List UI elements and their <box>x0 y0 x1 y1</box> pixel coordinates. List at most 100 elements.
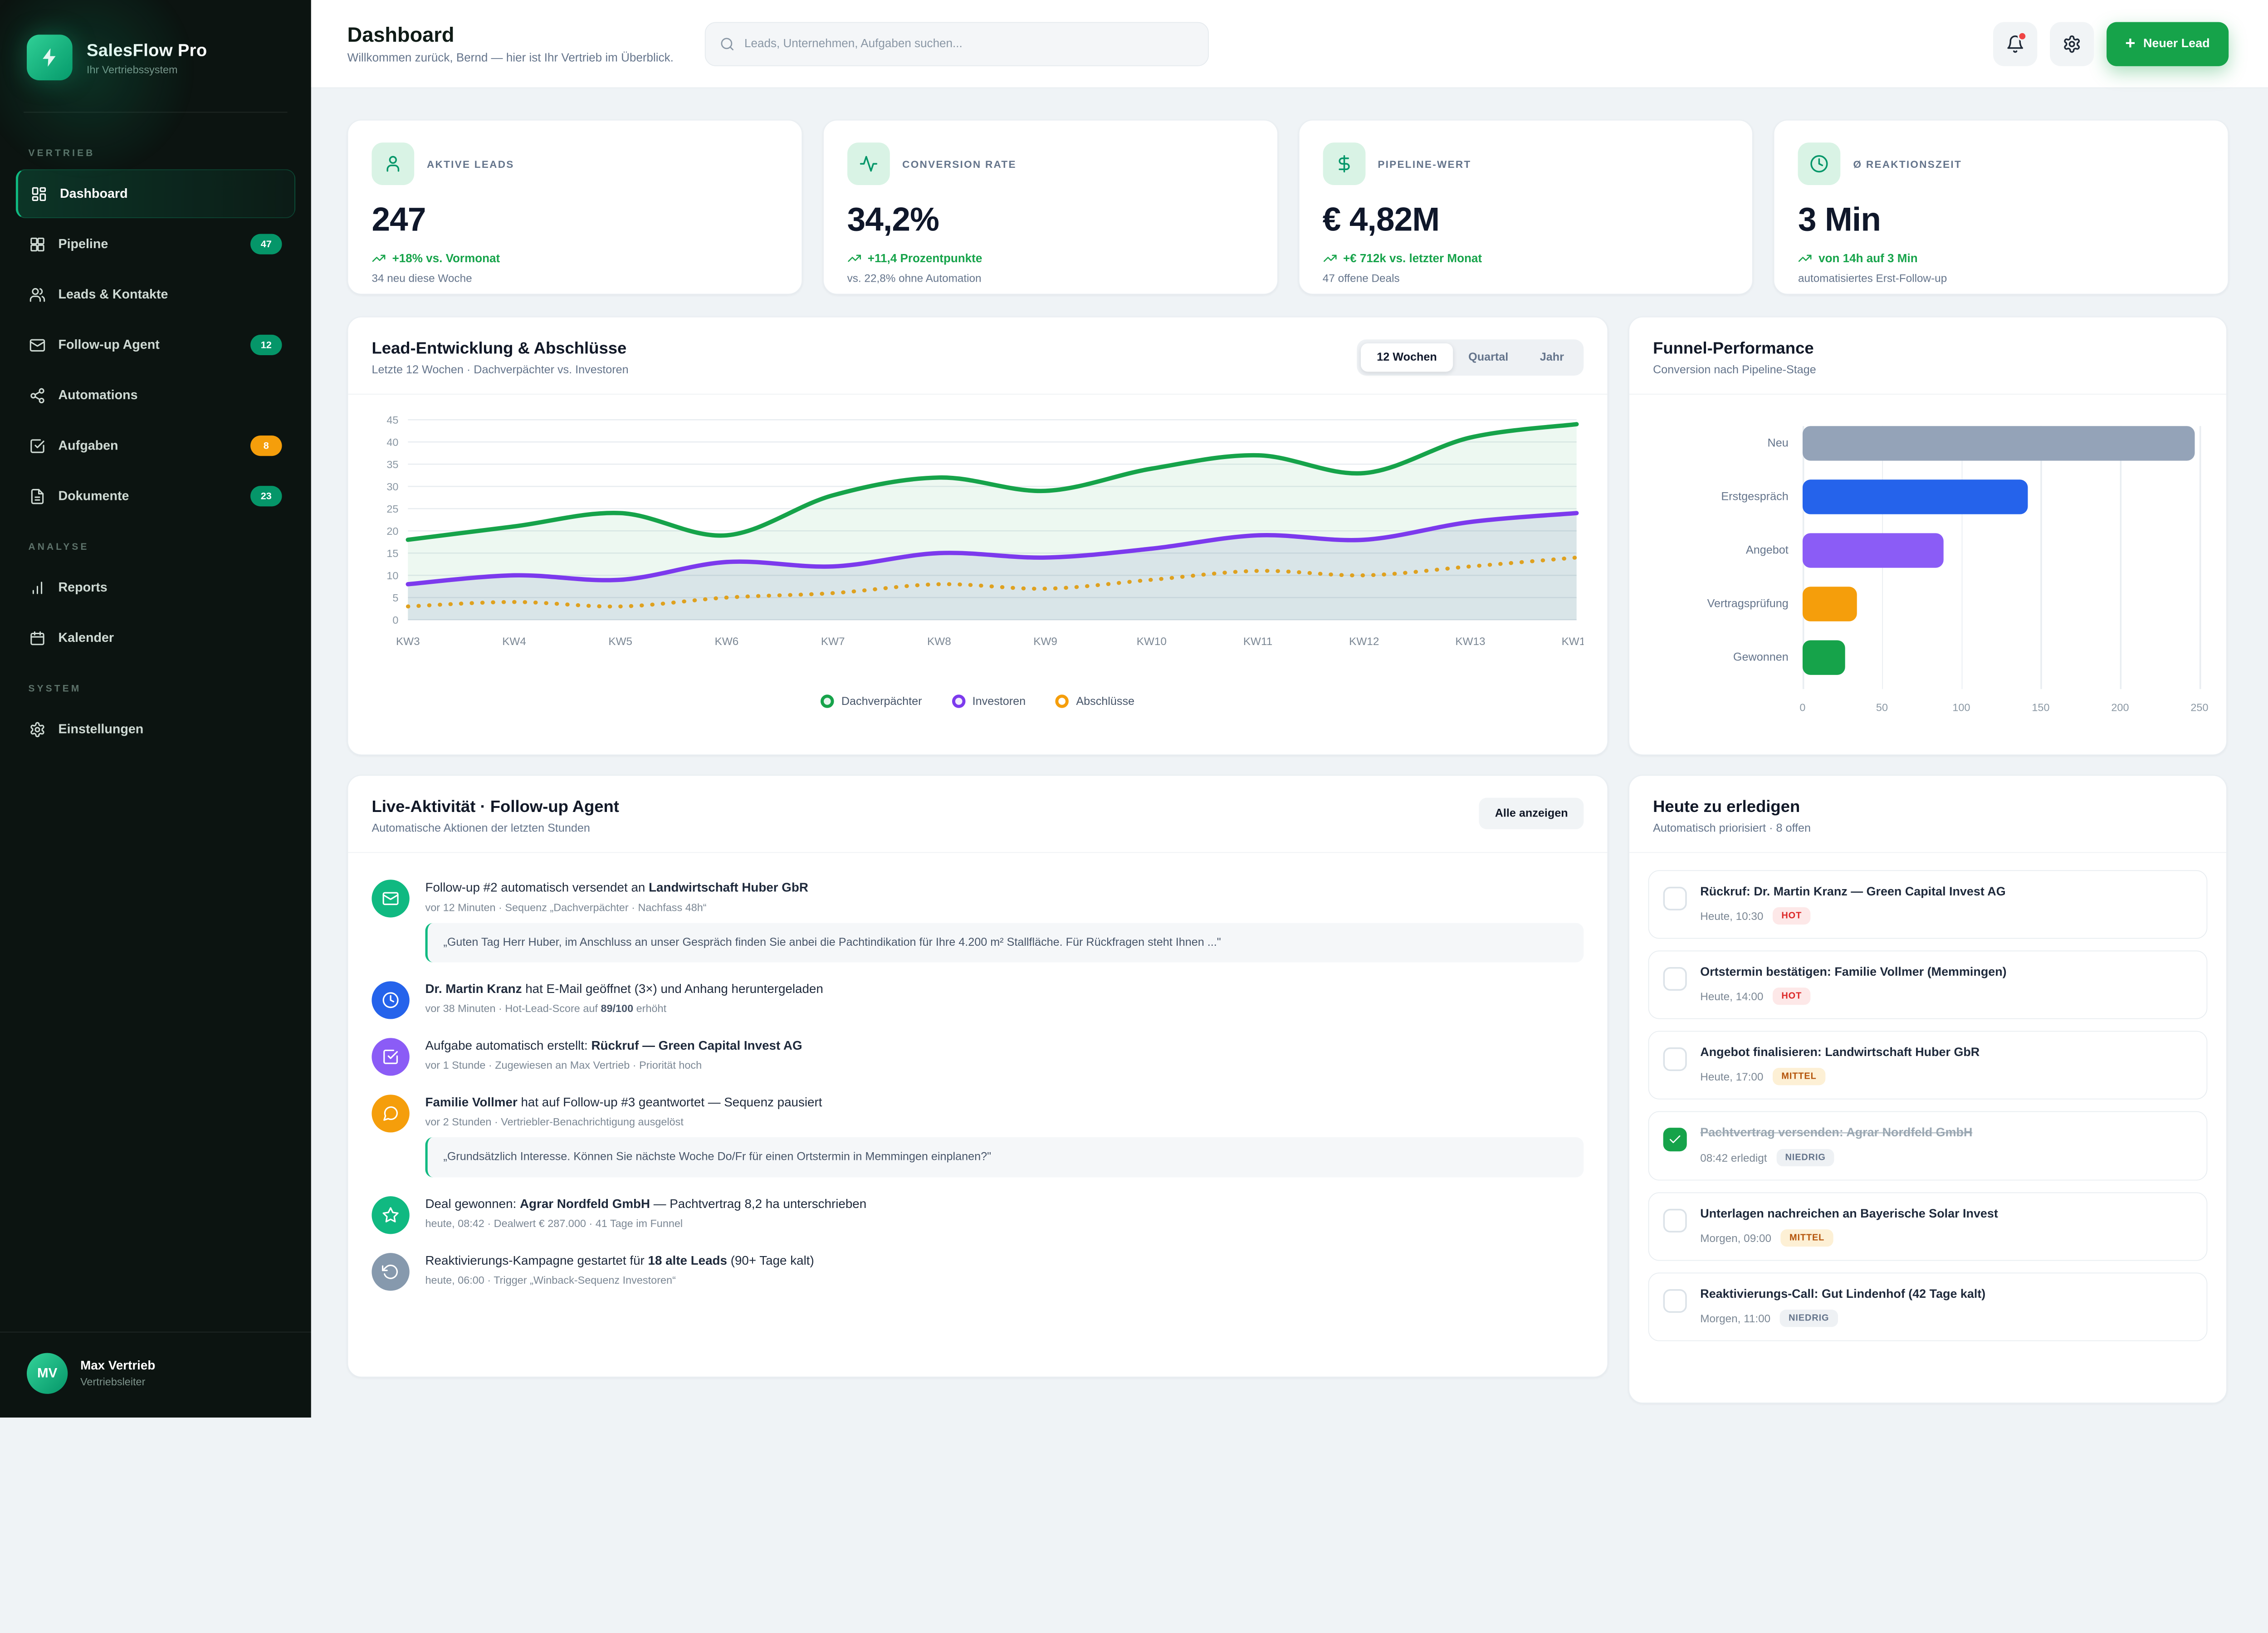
global-search[interactable] <box>705 22 1209 66</box>
charts-row: Lead-Entwicklung & Abschlüsse Letzte 12 … <box>347 317 2229 755</box>
sidebar-item-dokumente[interactable]: Dokumente 23 <box>16 472 295 521</box>
settings-button[interactable] <box>2050 22 2094 66</box>
sidebar-item-label: Dashboard <box>60 186 282 201</box>
trending-up-icon <box>1323 251 1337 265</box>
toggle-jahr[interactable]: Jahr <box>1524 343 1580 372</box>
task-item[interactable]: Rückruf: Dr. Martin Kranz — Green Capita… <box>1648 870 2208 939</box>
grid-icon <box>29 236 45 252</box>
pipeline-count-badge: 47 <box>250 234 282 254</box>
funnel-stage-label: Neu <box>1648 437 1803 450</box>
funnel-bar <box>1803 479 2028 514</box>
activity-meta: vor 1 Stunde · Zugewiesen an Max Vertrie… <box>425 1060 1584 1071</box>
task-checkbox[interactable] <box>1663 1289 1687 1312</box>
svg-text:20: 20 <box>386 525 398 537</box>
nav-section-vertrieb: VERTRIEB <box>29 147 283 158</box>
sidebar-item-automations[interactable]: Automations <box>16 371 295 420</box>
task-checkbox[interactable] <box>1663 967 1687 991</box>
kpi-card-aktive-leads: AKTIVE LEADS 247 +18% vs. Vormonat 34 ne… <box>347 120 802 294</box>
sidebar-item-einstellungen[interactable]: Einstellungen <box>16 705 295 754</box>
sidebar-item-aufgaben[interactable]: Aufgaben 8 <box>16 421 295 470</box>
sidebar-item-leads-kontakte[interactable]: Leads & Kontakte <box>16 270 295 319</box>
funnel-bar <box>1803 587 1857 621</box>
svg-text:40: 40 <box>386 436 398 448</box>
sidebar-item-label: Follow-up Agent <box>58 337 238 352</box>
task-item[interactable]: Pachtvertrag versenden: Agrar Nordfeld G… <box>1648 1111 2208 1180</box>
funnel-row: Neu <box>1648 426 2200 460</box>
aufgaben-count-badge: 8 <box>250 435 282 456</box>
task-icon <box>371 1038 409 1076</box>
rotate-icon <box>371 1253 409 1291</box>
activity-item: Follow-up #2 automatisch versendet an La… <box>371 880 1584 962</box>
search-input[interactable] <box>744 37 1194 51</box>
activity-text: Follow-up #2 automatisch versendet an La… <box>425 880 1584 896</box>
activity-list: Follow-up #2 automatisch versendet an La… <box>348 853 1607 1291</box>
task-title: Angebot finalisieren: Landwirtschaft Hub… <box>1700 1045 1980 1061</box>
task-item[interactable]: Ortstermin bestätigen: Familie Vollmer (… <box>1648 951 2208 1019</box>
sidebar-item-dashboard[interactable]: Dashboard <box>16 169 295 218</box>
funnel-axis-tick: 200 <box>2111 702 2129 714</box>
sidebar-item-kalender[interactable]: Kalender <box>16 613 295 662</box>
legend-marker-green <box>821 694 835 708</box>
notifications-button[interactable] <box>1993 22 2037 66</box>
activity-card: Live-Aktivität · Follow-up Agent Automat… <box>347 775 1608 1377</box>
kpi-value: 3 Min <box>1798 201 2204 239</box>
chat-icon <box>371 1095 409 1132</box>
svg-text:KW12: KW12 <box>1349 636 1379 648</box>
task-title: Ortstermin bestätigen: Familie Vollmer (… <box>1700 965 2006 981</box>
mail-icon <box>29 337 45 353</box>
toggle-12-wochen[interactable]: 12 Wochen <box>1361 343 1453 372</box>
sidebar-item-label: Kalender <box>58 631 282 645</box>
funnel-row: Angebot <box>1648 533 2200 567</box>
task-checkbox[interactable] <box>1663 1128 1687 1152</box>
funnel-chart: Neu Erstgespräch Angebot Vertragsprüfung… <box>1648 426 2200 725</box>
sidebar-nav: VERTRIEB Dashboard Pipeline 47 Leads & K… <box>0 121 311 1332</box>
task-checkbox[interactable] <box>1663 1048 1687 1071</box>
mail-icon <box>371 880 409 917</box>
sidebar-item-reports[interactable]: Reports <box>16 563 295 612</box>
svg-text:35: 35 <box>386 459 398 470</box>
sidebar-user[interactable]: MV Max Vertrieb Vertriebsleiter <box>0 1332 311 1418</box>
sidebar-item-pipeline[interactable]: Pipeline 47 <box>16 220 295 269</box>
task-checkbox[interactable] <box>1663 887 1687 910</box>
page-subtitle: Willkommen zurück, Bernd — hier ist Ihr … <box>347 51 674 65</box>
task-item[interactable]: Reaktivierungs-Call: Gut Lindenhof (42 T… <box>1648 1272 2208 1341</box>
priority-badge: HOT <box>1773 988 1810 1005</box>
notification-dot <box>2017 31 2027 41</box>
task-checkbox[interactable] <box>1663 1208 1687 1232</box>
sidebar-item-follow-up-agent[interactable]: Follow-up Agent 12 <box>16 321 295 370</box>
bar-chart-icon <box>29 579 45 596</box>
toggle-quartal[interactable]: Quartal <box>1452 343 1524 372</box>
task-item[interactable]: Angebot finalisieren: Landwirtschaft Hub… <box>1648 1031 2208 1100</box>
task-title: Unterlagen nachreichen an Bayerische Sol… <box>1700 1206 1998 1222</box>
priority-badge: NIEDRIG <box>1780 1310 1838 1327</box>
kpi-delta: von 14h auf 3 Min <box>1818 252 1918 265</box>
activity-title: Live-Aktivität · Follow-up Agent <box>371 798 619 817</box>
activity-meta: heute, 06:00 · Trigger „Winback-Sequenz … <box>425 1275 1584 1286</box>
funnel-title: Funnel-Performance <box>1653 339 1816 358</box>
priority-badge: NIEDRIG <box>1776 1149 1834 1166</box>
kpi-card-pipeline-wert: PIPELINE-WERT € 4,82M +€ 712k vs. letzte… <box>1298 120 1753 294</box>
plus-icon: + <box>2125 34 2135 52</box>
activity-text: Familie Vollmer hat auf Follow-up #3 gea… <box>425 1095 1584 1111</box>
kpi-note: 34 neu diese Woche <box>371 272 777 284</box>
chart-legend: Dachverpächter Investoren Abschlüsse <box>371 694 1584 708</box>
sidebar-item-label: Aufgaben <box>58 438 238 453</box>
new-lead-button[interactable]: + Neuer Lead <box>2107 22 2229 66</box>
funnel-axis-tick: 50 <box>1876 702 1888 714</box>
task-time: Morgen, 09:00 <box>1700 1232 1771 1244</box>
task-item[interactable]: Unterlagen nachreichen an Bayerische Sol… <box>1648 1192 2208 1261</box>
kpi-label: AKTIVE LEADS <box>427 158 514 170</box>
task-title: Pachtvertrag versenden: Agrar Nordfeld G… <box>1700 1126 1972 1142</box>
gear-icon <box>29 721 45 737</box>
task-title: Reaktivierungs-Call: Gut Lindenhof (42 T… <box>1700 1286 1985 1302</box>
topbar: Dashboard Willkommen zurück, Bernd — hie… <box>311 0 2268 88</box>
sidebar-item-label: Einstellungen <box>58 722 282 737</box>
user-name: Max Vertrieb <box>80 1359 155 1374</box>
task-title: Rückruf: Dr. Martin Kranz — Green Capita… <box>1700 885 2005 900</box>
bottom-row: Live-Aktivität · Follow-up Agent Automat… <box>347 775 2229 1403</box>
show-all-button[interactable]: Alle anzeigen <box>1479 798 1584 829</box>
funnel-gridline <box>2200 426 2201 689</box>
funnel-axis-tick: 0 <box>1799 702 1805 714</box>
tasks-card: Heute zu erledigen Automatisch priorisie… <box>1628 775 2227 1403</box>
funnel-bar <box>1803 533 1944 567</box>
